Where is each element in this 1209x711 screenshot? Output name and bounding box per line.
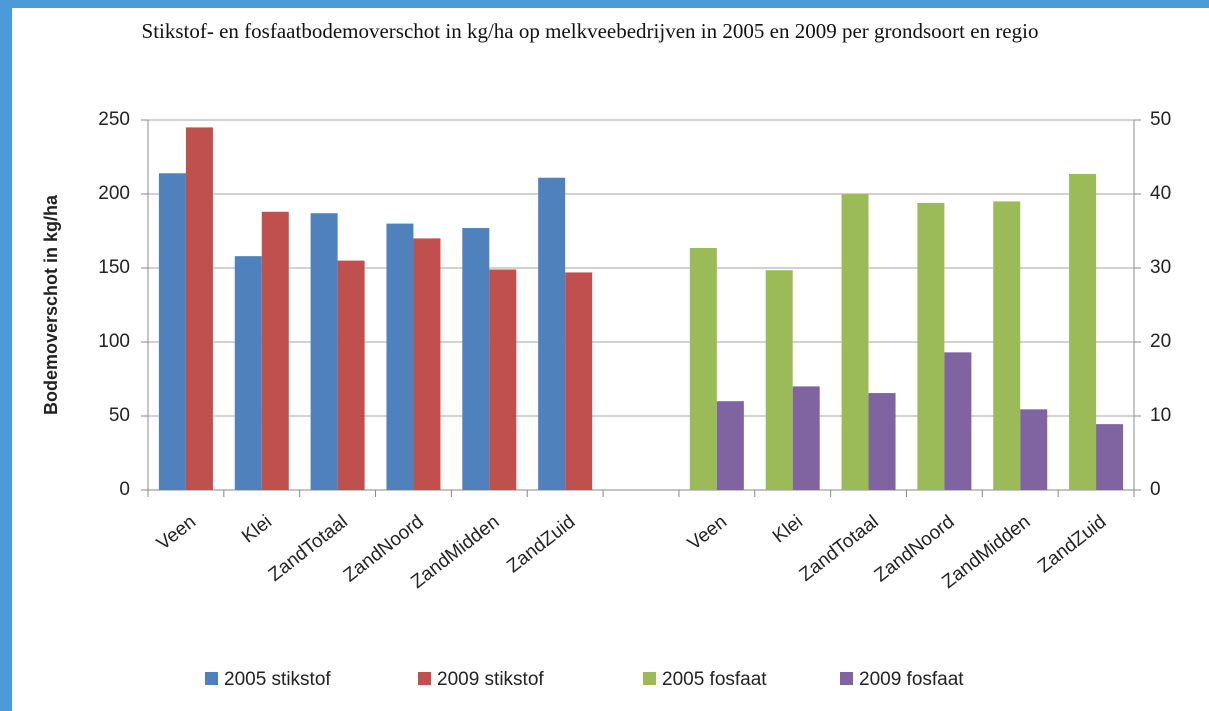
bar: [765, 270, 793, 490]
y-tick-label: 150: [98, 257, 130, 278]
x-tick-label: Veen: [684, 511, 731, 554]
legend-label: 2005 stikstof: [224, 669, 331, 690]
bar: [792, 386, 820, 490]
y2-tick-label: 30: [1150, 257, 1171, 278]
bar: [1069, 174, 1097, 490]
bar: [462, 228, 490, 491]
x-tick-label: Veen: [153, 511, 200, 554]
bar: [868, 393, 896, 490]
legend-label: 2005 fosfaat: [662, 669, 767, 690]
bar: [386, 223, 414, 490]
x-tick-label: ZandTotaal: [265, 511, 352, 585]
legend-swatch: [205, 672, 218, 685]
y2-tick-label: 0: [1150, 479, 1161, 500]
bar: [993, 201, 1021, 490]
bar: [565, 272, 593, 490]
legend-swatch: [840, 672, 853, 685]
bar: [261, 211, 289, 490]
y-tick-label: 50: [109, 405, 130, 426]
bar: [158, 173, 186, 490]
y-tick-label: 0: [119, 479, 130, 500]
bar: [234, 256, 262, 490]
bar: [716, 401, 744, 490]
bar: [413, 238, 441, 490]
bar: [1096, 424, 1124, 490]
bar: [489, 269, 517, 490]
x-tick-label: Klei: [238, 511, 276, 547]
y-tick-label: 200: [98, 183, 130, 204]
x-tick-label: ZandZuid: [1034, 511, 1110, 577]
legend-swatch: [643, 672, 656, 685]
bar: [944, 352, 972, 490]
chart-title: Stikstof- en fosfaatbodemoverschot in kg…: [141, 19, 1039, 43]
bar: [185, 127, 213, 491]
bar: [310, 213, 338, 491]
bar: [841, 194, 869, 490]
bar: [917, 202, 945, 490]
y2-tick-label: 50: [1150, 109, 1171, 130]
legend-label: 2009 fosfaat: [859, 669, 964, 690]
bar: [337, 260, 365, 490]
y2-tick-label: 40: [1150, 183, 1171, 204]
y2-tick-label: 10: [1150, 405, 1171, 426]
x-tick-label: ZandTotaal: [796, 511, 883, 585]
bar: [1020, 409, 1048, 490]
y2-tick-label: 20: [1150, 331, 1171, 352]
legend-label: 2009 stikstof: [437, 669, 544, 690]
bar: [538, 177, 566, 490]
y-axis-label: Bodemoverschot in kg/ha: [41, 194, 61, 415]
x-tick-label: ZandZuid: [503, 511, 579, 577]
legend-swatch: [418, 672, 431, 685]
y-tick-label: 100: [98, 331, 130, 352]
y-tick-label: 250: [98, 109, 130, 130]
x-tick-label: Klei: [769, 511, 807, 547]
bar: [689, 248, 717, 490]
